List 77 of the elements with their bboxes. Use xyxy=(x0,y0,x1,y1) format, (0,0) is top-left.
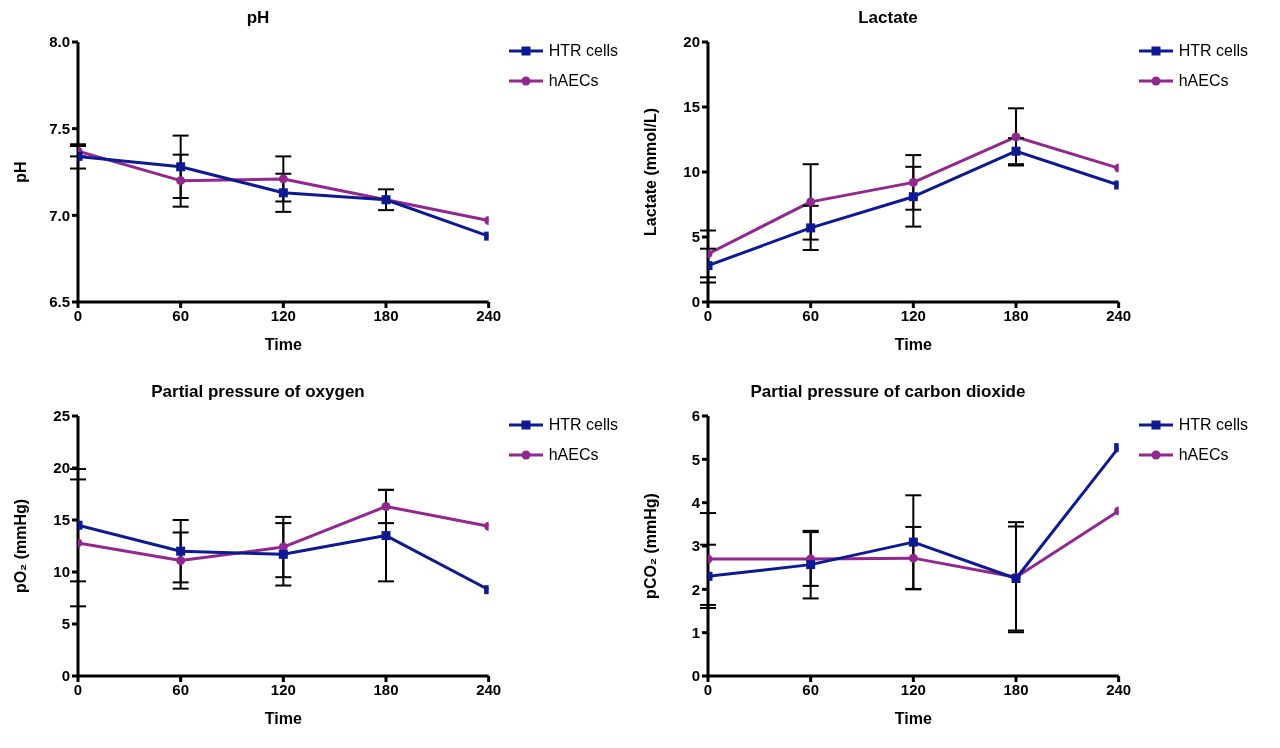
x-tick-label: 180 xyxy=(1003,680,1029,698)
y-tick-label: 15 xyxy=(53,511,70,529)
x-tick-label: 60 xyxy=(172,306,190,324)
legend-label: hAECs xyxy=(1178,446,1229,464)
y-axis-title: Lactate (mmol/L) xyxy=(641,107,659,237)
x-tick-label: 0 xyxy=(73,680,83,698)
x-tick-label: 180 xyxy=(373,306,399,324)
x-axis-title: Time xyxy=(264,336,302,353)
x-axis-title: Time xyxy=(894,336,932,353)
x-tick-label: 0 xyxy=(703,306,713,324)
y-tick-label: 3 xyxy=(691,537,700,555)
point xyxy=(806,560,816,570)
y-tick-label: 7.0 xyxy=(49,206,70,224)
y-tick-label: 0 xyxy=(691,667,700,685)
y-tick-label: 10 xyxy=(53,563,70,581)
y-tick-label: 20 xyxy=(683,33,700,51)
point xyxy=(908,177,918,187)
y-tick-label: 15 xyxy=(683,98,700,116)
point xyxy=(176,162,186,172)
chart-title: pH xyxy=(245,8,271,29)
y-tick-label: 10 xyxy=(683,163,700,181)
y-tick-label: 1 xyxy=(691,623,700,641)
point xyxy=(278,549,288,559)
y-tick-label: 4 xyxy=(691,493,701,511)
chart-title: Lactate xyxy=(857,8,919,29)
legend-label: hAECs xyxy=(548,446,599,464)
y-tick-label: 0 xyxy=(691,293,700,311)
y-tick-label: 2 xyxy=(691,580,700,598)
x-tick-label: 0 xyxy=(703,680,713,698)
x-tick-label: 240 xyxy=(1106,680,1132,698)
x-tick-label: 120 xyxy=(270,306,296,324)
x-tick-label: 240 xyxy=(476,680,502,698)
y-tick-label: 5 xyxy=(691,450,700,468)
x-tick-label: 240 xyxy=(476,306,502,324)
x-tick-label: 180 xyxy=(373,680,399,698)
y-tick-label: 8.0 xyxy=(49,33,70,51)
point xyxy=(176,546,186,556)
y-tick-label: 0 xyxy=(61,667,70,685)
x-tick-label: 60 xyxy=(802,306,820,324)
y-axis-title: pH xyxy=(11,161,29,183)
chart-title: Partial pressure of carbon dioxide xyxy=(749,382,1027,403)
x-axis-title: Time xyxy=(894,710,932,727)
y-tick-label: 7.5 xyxy=(49,119,70,137)
x-tick-label: 120 xyxy=(900,680,926,698)
y-axis-title: pCO₂ (mmHg) xyxy=(641,493,659,599)
point xyxy=(908,192,918,202)
y-tick-label: 6.5 xyxy=(49,293,70,311)
x-axis-title: Time xyxy=(264,710,302,727)
point xyxy=(381,531,391,541)
x-tick-label: 180 xyxy=(1003,306,1029,324)
legend-label: hAECs xyxy=(548,72,599,90)
y-tick-label: 25 xyxy=(53,407,70,425)
x-tick-label: 240 xyxy=(1106,306,1132,324)
legend-label: HTR cells xyxy=(548,42,618,60)
legend-label: HTR cells xyxy=(1178,416,1248,434)
x-tick-label: 120 xyxy=(900,306,926,324)
x-tick-label: 120 xyxy=(270,680,296,698)
point xyxy=(908,537,918,547)
point xyxy=(1011,132,1021,142)
point xyxy=(1011,146,1021,156)
y-tick-label: 6 xyxy=(691,407,700,425)
y-tick-label: 5 xyxy=(61,615,70,633)
legend-label: HTR cells xyxy=(548,416,618,434)
point xyxy=(806,223,816,233)
y-axis-title: pO₂ (mmHg) xyxy=(11,498,29,594)
x-tick-label: 60 xyxy=(802,680,820,698)
point xyxy=(176,556,186,566)
legend-label: hAECs xyxy=(1178,72,1229,90)
y-tick-label: 5 xyxy=(691,228,700,246)
point xyxy=(806,197,816,207)
y-tick-label: 20 xyxy=(53,459,70,477)
legend-label: HTR cells xyxy=(1178,42,1248,60)
x-tick-label: 60 xyxy=(172,680,190,698)
x-tick-label: 0 xyxy=(73,306,83,324)
chart-title: Partial pressure of oxygen xyxy=(150,382,366,403)
point xyxy=(381,501,391,511)
point xyxy=(278,188,288,198)
